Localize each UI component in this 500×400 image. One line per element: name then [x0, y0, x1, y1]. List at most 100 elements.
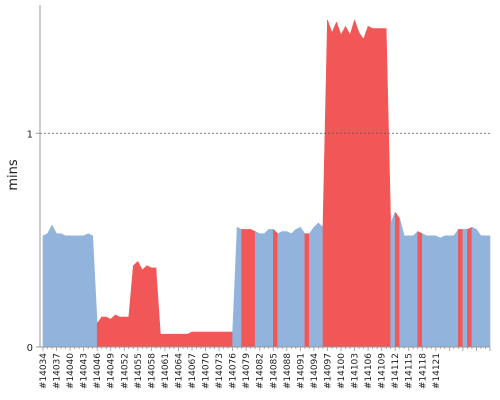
- area-segment-pass: [403, 235, 410, 348]
- x-tick-label: #14061: [161, 353, 171, 389]
- area-segment-pass: [421, 233, 428, 348]
- area-segment-fail: [96, 316, 102, 348]
- area-segment-pass: [74, 235, 80, 348]
- area-segment-fail: [223, 331, 229, 348]
- area-segment-fail: [196, 331, 202, 348]
- area-segment-fail: [214, 331, 220, 348]
- area-segment-fail: [218, 331, 224, 348]
- x-tick-label: #14058: [147, 353, 157, 389]
- x-tick-label: #14037: [53, 353, 63, 389]
- area-segment-pass: [87, 233, 93, 348]
- x-tick-label: #14091: [296, 353, 306, 389]
- x-tick-label: #14070: [202, 353, 212, 389]
- area-segment-pass: [453, 228, 459, 348]
- x-tick-label: #14112: [391, 353, 401, 389]
- x-tick-label: #14082: [256, 353, 266, 389]
- area-segment-pass: [236, 226, 242, 348]
- area-segment-fail: [110, 314, 116, 348]
- area-segment-pass: [462, 229, 468, 348]
- area-segment-fail: [105, 316, 112, 348]
- x-tick-label: #14034: [39, 353, 49, 389]
- area-segment-pass: [426, 235, 432, 348]
- area-segment-fail: [209, 331, 215, 348]
- area-segment-pass: [56, 233, 62, 348]
- area-segment-fail: [367, 25, 373, 348]
- area-segment-fail: [376, 28, 382, 348]
- area-segment-fail: [137, 261, 143, 348]
- area-segment-fail: [146, 265, 152, 348]
- area-segment-pass: [399, 218, 405, 348]
- area-segment-pass: [444, 235, 450, 348]
- x-tick-label: #14085: [269, 353, 279, 389]
- chart-areas: [42, 19, 491, 348]
- area-segment-pass: [485, 235, 491, 348]
- area-segment-pass: [69, 235, 75, 348]
- area-segment-fail: [187, 331, 193, 348]
- area-segment-fail: [354, 19, 360, 348]
- x-tick-label: #14055: [134, 353, 144, 389]
- area-segment-pass: [313, 222, 319, 348]
- x-tick-label: #14088: [283, 353, 293, 389]
- x-tick-label: #14073: [215, 353, 225, 389]
- area-segment-fail: [349, 19, 355, 348]
- x-tick-label: #14052: [120, 353, 130, 389]
- area-segment-pass: [83, 233, 89, 348]
- area-segment-pass: [254, 231, 261, 348]
- area-segment-fail: [467, 226, 473, 348]
- area-segment-fail: [272, 228, 279, 348]
- area-segment-fail: [128, 265, 134, 348]
- area-segment-fail: [200, 331, 206, 348]
- x-tick-label: #14097: [323, 353, 333, 389]
- area-segment-fail: [182, 333, 188, 348]
- area-segment-fail: [101, 316, 107, 348]
- area-segment-pass: [449, 235, 455, 348]
- area-segment-pass: [440, 235, 446, 348]
- area-segment-fail: [123, 316, 130, 348]
- x-tick-label: #14064: [174, 353, 184, 389]
- area-segment-pass: [42, 233, 48, 348]
- x-tick-label: #14103: [351, 353, 361, 389]
- area-segment-fail: [178, 333, 184, 348]
- area-segment-pass: [476, 228, 482, 348]
- area-segment-fail: [331, 21, 337, 348]
- area-segment-fail: [327, 19, 333, 348]
- area-segment-fail: [227, 331, 233, 348]
- area-segment-pass: [480, 235, 486, 348]
- area-segment-fail: [191, 331, 197, 348]
- area-segment-fail: [458, 229, 464, 348]
- area-segment-fail: [358, 31, 364, 348]
- area-segment-pass: [471, 226, 477, 348]
- area-segment-pass: [390, 212, 396, 348]
- area-segment-fail: [160, 333, 166, 348]
- area-segment-pass: [78, 235, 84, 348]
- area-segment-fail: [164, 333, 170, 348]
- area-segment-fail: [417, 231, 423, 348]
- area-segment-fail: [119, 316, 125, 348]
- area-segment-fail: [155, 267, 161, 348]
- area-segment-pass: [65, 235, 71, 348]
- x-tick-label: #14106: [364, 353, 374, 389]
- x-tick-labels: #14034 #14037 #14040 #14043 #14046 #14049 #140…: [39, 347, 491, 389]
- x-tick-label: #14100: [337, 353, 347, 389]
- y-tick-labels: 01: [27, 129, 40, 354]
- area-segment-pass: [51, 225, 57, 348]
- area-segment-pass: [92, 235, 98, 348]
- area-segment-fail: [245, 229, 251, 348]
- x-tick-label: #14118: [418, 353, 428, 389]
- x-tick-label: #14040: [66, 353, 76, 389]
- x-tick-label: #14115: [405, 353, 415, 389]
- area-segment-pass: [47, 225, 53, 348]
- x-tick-label: #14049: [107, 353, 117, 389]
- area-segment-pass: [291, 228, 297, 348]
- area-segment-fail: [169, 333, 175, 348]
- area-segment-pass: [268, 229, 274, 348]
- area-segment-pass: [263, 228, 270, 348]
- area-segment-fail: [205, 331, 211, 348]
- y-tick-label: 0: [27, 343, 33, 354]
- area-segment-pass: [318, 222, 324, 348]
- area-segment-pass: [282, 231, 288, 348]
- area-segment-pass: [295, 226, 301, 348]
- area-segment-fail: [340, 26, 346, 348]
- area-segment-pass: [259, 233, 265, 348]
